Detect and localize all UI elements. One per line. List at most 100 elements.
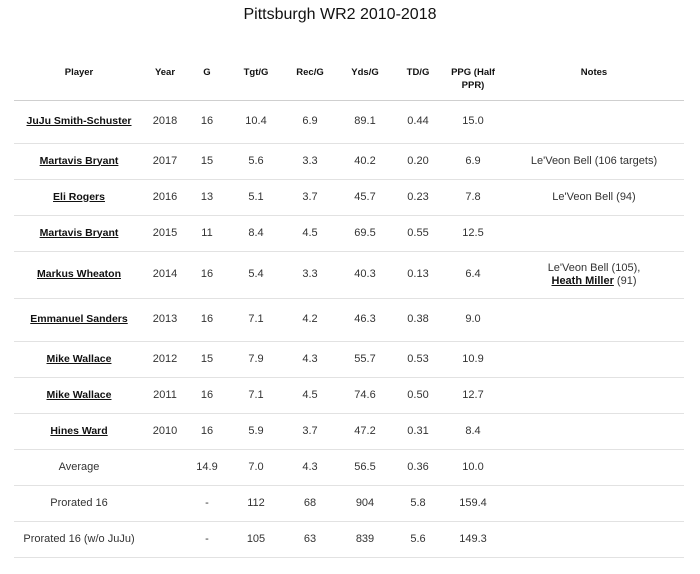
yards-cell: 40.2 [336,143,394,180]
note-text: Le'Veon Bell (105), [547,261,641,274]
table-row: Martavis Bryant 2015 11 8.4 4.5 69.5 0.5… [14,215,684,252]
notes-cell [504,100,684,144]
table-row: Emmanuel Sanders 2013 16 7.1 4.2 46.3 0.… [14,298,684,342]
notes-cell [504,377,684,414]
year-cell: 2014 [144,251,186,299]
header-year: Year [144,54,186,101]
yards-cell: 904 [336,485,394,522]
player-link[interactable]: Emmanuel Sanders [30,313,128,325]
player-link[interactable]: Martavis Bryant [39,226,119,239]
year-cell [144,449,186,486]
header-receptions: Rec/G [284,54,336,101]
year-cell: 2017 [144,143,186,180]
table-row: Markus Wheaton 2014 16 5.4 3.3 40.3 0.13… [14,251,684,299]
games-cell: - [186,521,228,558]
yards-cell: 74.6 [336,377,394,414]
summary-row-prorated-no-juju: Prorated 16 (w/o JuJu) - 105 63 839 5.6 … [14,521,684,558]
summary-row-average: Average 14.9 7.0 4.3 56.5 0.36 10.0 [14,449,684,486]
games-cell: 16 [186,377,228,414]
games-cell: 16 [186,251,228,299]
targets-cell: 7.1 [228,377,284,414]
targets-cell: 112 [228,485,284,522]
notes-cell: Le'Veon Bell (94) [504,179,684,216]
player-link[interactable]: Eli Rogers [53,190,105,203]
games-cell: 13 [186,179,228,216]
yards-cell: 55.7 [336,341,394,378]
targets-cell: 5.6 [228,143,284,180]
touchdowns-cell: 5.6 [394,521,442,558]
notes-cell [504,413,684,450]
player-link[interactable]: Martavis Bryant [39,154,119,167]
year-cell: 2018 [144,100,186,144]
table-row: Martavis Bryant 2017 15 5.6 3.3 40.2 0.2… [14,143,684,180]
header-touchdowns: TD/G [394,54,442,101]
ppg-cell: 149.3 [442,521,504,558]
targets-cell: 105 [228,521,284,558]
touchdowns-cell: 0.44 [394,100,442,144]
touchdowns-cell: 0.13 [394,251,442,299]
summary-label: Average [14,449,144,486]
ppg-cell: 8.4 [442,413,504,450]
ppg-cell: 12.5 [442,215,504,252]
player-link[interactable]: Mike Wallace [46,388,112,401]
targets-cell: 8.4 [228,215,284,252]
note-text: Le'Veon Bell (106 targets) [530,154,658,167]
receptions-cell: 3.7 [284,413,336,450]
receptions-cell: 3.3 [284,143,336,180]
games-cell: 15 [186,341,228,378]
touchdowns-cell: 0.20 [394,143,442,180]
year-cell [144,521,186,558]
touchdowns-cell: 0.23 [394,179,442,216]
receptions-cell: 4.2 [284,298,336,342]
year-cell: 2013 [144,298,186,342]
header-games: G [186,54,228,101]
targets-cell: 5.1 [228,179,284,216]
touchdowns-cell: 0.53 [394,341,442,378]
summary-row-prorated: Prorated 16 - 112 68 904 5.8 159.4 [14,485,684,522]
receptions-cell: 68 [284,485,336,522]
games-cell: - [186,485,228,522]
table-row: Hines Ward 2010 16 5.9 3.7 47.2 0.31 8.4 [14,413,684,450]
targets-cell: 7.1 [228,298,284,342]
year-cell: 2012 [144,341,186,378]
player-link[interactable]: Markus Wheaton [36,268,121,280]
summary-label: Prorated 16 (w/o JuJu) [14,521,144,558]
targets-cell: 10.4 [228,100,284,144]
ppg-cell: 159.4 [442,485,504,522]
table-row: JuJu Smith-Schuster 2018 16 10.4 6.9 89.… [14,100,684,144]
player-link[interactable]: Hines Ward [50,424,108,437]
targets-cell: 7.9 [228,341,284,378]
receptions-cell: 4.5 [284,215,336,252]
notes-cell [504,521,684,558]
notes-cell [504,215,684,252]
games-cell: 16 [186,100,228,144]
player-link[interactable]: Mike Wallace [46,352,112,365]
notes-cell: Le'Veon Bell (105), Heath Miller (91) [504,251,684,299]
header-yards: Yds/G [336,54,394,101]
note-player-link[interactable]: Heath Miller [551,274,614,287]
note-text: Le'Veon Bell (94) [552,190,636,203]
ppg-cell: 6.4 [442,251,504,299]
touchdowns-cell: 0.55 [394,215,442,252]
ppg-cell: 12.7 [442,377,504,414]
ppg-cell: 15.0 [442,100,504,144]
notes-cell [504,449,684,486]
touchdowns-cell: 0.36 [394,449,442,486]
notes-cell [504,341,684,378]
note-text-tail: (91) [613,274,637,287]
ppg-cell: 10.9 [442,341,504,378]
ppg-cell: 6.9 [442,143,504,180]
games-cell: 14.9 [186,449,228,486]
games-cell: 16 [186,413,228,450]
table-row: Eli Rogers 2016 13 5.1 3.7 45.7 0.23 7.8… [14,179,684,216]
touchdowns-cell: 0.50 [394,377,442,414]
player-link[interactable]: JuJu Smith-Schuster [26,115,132,127]
receptions-cell: 4.3 [284,341,336,378]
touchdowns-cell: 0.38 [394,298,442,342]
receptions-cell: 3.3 [284,251,336,299]
yards-cell: 40.3 [336,251,394,299]
table-row: Mike Wallace 2012 15 7.9 4.3 55.7 0.53 1… [14,341,684,378]
ppg-cell: 9.0 [442,298,504,342]
receptions-cell: 63 [284,521,336,558]
touchdowns-cell: 5.8 [394,485,442,522]
